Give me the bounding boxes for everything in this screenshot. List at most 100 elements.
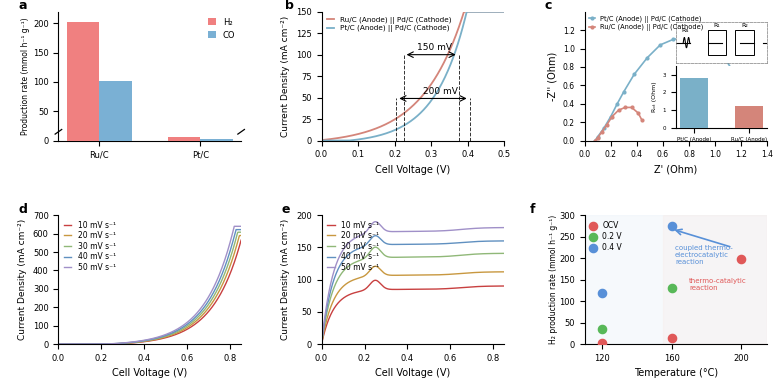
30 mV s⁻¹ xyxy=(54,342,63,346)
Line: Pt/C (Anode) || Pd/C (Cathode): Pt/C (Anode) || Pd/C (Cathode) xyxy=(322,12,504,140)
Ru/C (Anode) || Pd/C (Cathode) xyxy=(597,130,606,135)
Line: 40 mV s⁻¹: 40 mV s⁻¹ xyxy=(58,230,241,344)
50 mV s⁻¹ xyxy=(450,228,460,232)
Line: Ru/C (Anode) || Pd/C (Cathode): Ru/C (Anode) || Pd/C (Cathode) xyxy=(594,106,643,142)
20 mV s⁻¹ xyxy=(390,273,399,278)
50 mV s⁻¹ xyxy=(126,340,136,344)
Text: f: f xyxy=(530,203,535,216)
40 mV s⁻¹ xyxy=(450,241,460,246)
10 mV s⁻¹ xyxy=(432,287,442,291)
Pt/C (Anode) || Pd/C (Cathode) xyxy=(734,77,743,82)
Ru/C (Anode) || Pd/C (Cathode) xyxy=(633,111,643,115)
Y-axis label: Production rate (mmol h⁻¹ g⁻¹): Production rate (mmol h⁻¹ g⁻¹) xyxy=(21,17,30,135)
Ru/C (Anode) || Pd/C (Cathode) xyxy=(460,9,469,14)
Y-axis label: Current Density (mA cm⁻²): Current Density (mA cm⁻²) xyxy=(281,219,291,340)
10 mV s⁻¹ xyxy=(113,341,122,346)
40 mV s⁻¹ xyxy=(432,242,442,246)
30 mV s⁻¹ xyxy=(449,253,459,258)
Line: Ru/C (Anode) || Pd/C (Cathode): Ru/C (Anode) || Pd/C (Cathode) xyxy=(322,12,504,140)
X-axis label: Cell Voltage (V): Cell Voltage (V) xyxy=(112,368,188,378)
40 mV s⁻¹ xyxy=(449,241,459,246)
Ru/C (Anode) || Pd/C (Cathode) xyxy=(620,105,629,110)
30 mV s⁻¹ xyxy=(339,269,348,273)
Text: a: a xyxy=(18,0,26,12)
Ru/C (Anode) || Pd/C (Cathode) xyxy=(425,84,435,89)
Pt/C (Anode) || Pd/C (Cathode) xyxy=(593,135,602,139)
50 mV s⁻¹ xyxy=(449,228,459,232)
Ru/C (Anode) || Pd/C (Cathode) xyxy=(428,79,438,83)
Pt/C (Anode) || Pd/C (Cathode) xyxy=(428,95,438,100)
Pt/C (Anode) || Pd/C (Cathode) xyxy=(606,114,615,119)
Pt/C (Anode) || Pd/C (Cathode) xyxy=(462,9,471,14)
10 mV s⁻¹ xyxy=(317,342,326,346)
X-axis label: Temperature (°C): Temperature (°C) xyxy=(634,368,718,378)
20 mV s⁻¹ xyxy=(185,323,195,328)
50 mV s⁻¹ xyxy=(185,317,195,322)
40 mV s⁻¹ xyxy=(377,238,386,242)
20 mV s⁻¹ xyxy=(432,273,442,277)
Pt/C (Anode) || Pd/C (Cathode) xyxy=(318,138,327,143)
20 mV s⁻¹ xyxy=(235,233,245,238)
10 mV s⁻¹ xyxy=(185,325,195,330)
50 mV s⁻¹ xyxy=(432,229,442,233)
Ru/C (Anode) || Pd/C (Cathode) xyxy=(483,9,492,14)
50 mV s⁻¹ xyxy=(390,229,399,234)
Ru/C (Anode) || Pd/C (Cathode) xyxy=(637,118,647,123)
X-axis label: Cell Voltage (V): Cell Voltage (V) xyxy=(375,165,450,175)
Ru/C (Anode) || Pd/C (Cathode) xyxy=(471,9,481,14)
Y-axis label: -Z'' (Ohm): -Z'' (Ohm) xyxy=(547,52,557,101)
30 mV s⁻¹ xyxy=(317,342,326,346)
Line: 20 mV s⁻¹: 20 mV s⁻¹ xyxy=(322,266,504,344)
20 mV s⁻¹ xyxy=(371,264,380,269)
Bar xyxy=(168,137,200,140)
40 mV s⁻¹ xyxy=(231,227,241,232)
OCV xyxy=(596,340,608,346)
40 mV s⁻¹ xyxy=(371,233,380,238)
10 mV s⁻¹ xyxy=(450,286,460,291)
Pt/C (Anode) || Pd/C (Cathode) xyxy=(629,72,639,77)
Line: 10 mV s⁻¹: 10 mV s⁻¹ xyxy=(322,280,504,344)
10 mV s⁻¹ xyxy=(54,342,63,346)
X-axis label: Cell Voltage (V): Cell Voltage (V) xyxy=(375,368,450,378)
40 mV s⁻¹ xyxy=(499,239,509,243)
Line: 50 mV s⁻¹: 50 mV s⁻¹ xyxy=(322,222,504,344)
Text: 150 mV: 150 mV xyxy=(418,43,453,52)
50 mV s⁻¹ xyxy=(339,247,348,251)
Y-axis label: Current Density (mA cm⁻²): Current Density (mA cm⁻²) xyxy=(281,16,291,137)
20 mV s⁻¹ xyxy=(76,342,85,346)
30 mV s⁻¹ xyxy=(432,255,442,259)
20 mV s⁻¹ xyxy=(377,268,386,273)
30 mV s⁻¹ xyxy=(499,251,509,256)
0.4 V xyxy=(665,223,678,229)
Line: 20 mV s⁻¹: 20 mV s⁻¹ xyxy=(58,235,241,344)
Text: coupled thermo-
electrocatalytic
reaction: coupled thermo- electrocatalytic reactio… xyxy=(675,245,733,265)
50 mV s⁻¹ xyxy=(237,224,246,229)
Ru/C (Anode) || Pd/C (Cathode) xyxy=(499,9,509,14)
10 mV s⁻¹ xyxy=(449,286,459,291)
OCV xyxy=(665,335,678,341)
Ru/C (Anode) || Pd/C (Cathode) xyxy=(627,105,636,110)
40 mV s⁻¹ xyxy=(126,340,136,345)
Y-axis label: H₂ production rate (mmol h⁻¹ g⁻¹): H₂ production rate (mmol h⁻¹ g⁻¹) xyxy=(548,215,558,344)
Pt/C (Anode) || Pd/C (Cathode) xyxy=(425,99,435,104)
Ru/C (Anode) || Pd/C (Cathode) xyxy=(317,138,326,142)
40 mV s⁻¹ xyxy=(339,258,348,262)
Bar xyxy=(663,215,767,344)
30 mV s⁻¹ xyxy=(169,331,178,336)
20 mV s⁻¹ xyxy=(450,272,460,276)
30 mV s⁻¹ xyxy=(126,340,136,345)
50 mV s⁻¹ xyxy=(54,342,63,346)
30 mV s⁻¹ xyxy=(237,230,246,235)
30 mV s⁻¹ xyxy=(390,255,399,260)
30 mV s⁻¹ xyxy=(76,342,85,346)
20 mV s⁻¹ xyxy=(499,269,509,274)
Bar xyxy=(200,139,233,140)
50 mV s⁻¹ xyxy=(371,219,380,224)
Text: d: d xyxy=(18,203,27,216)
Ru/C (Anode) || Pd/C (Cathode) xyxy=(318,138,327,142)
20 mV s⁻¹ xyxy=(339,284,348,289)
Ru/C (Anode) || Pd/C (Cathode) xyxy=(590,138,600,143)
Pt/C (Anode) || Pd/C (Cathode) xyxy=(499,9,509,14)
20 mV s⁻¹ xyxy=(169,332,178,337)
Legend: 10 mV s⁻¹, 20 mV s⁻¹, 30 mV s⁻¹, 40 mV s⁻¹, 50 mV s⁻¹: 10 mV s⁻¹, 20 mV s⁻¹, 30 mV s⁻¹, 40 mV s… xyxy=(62,219,117,273)
